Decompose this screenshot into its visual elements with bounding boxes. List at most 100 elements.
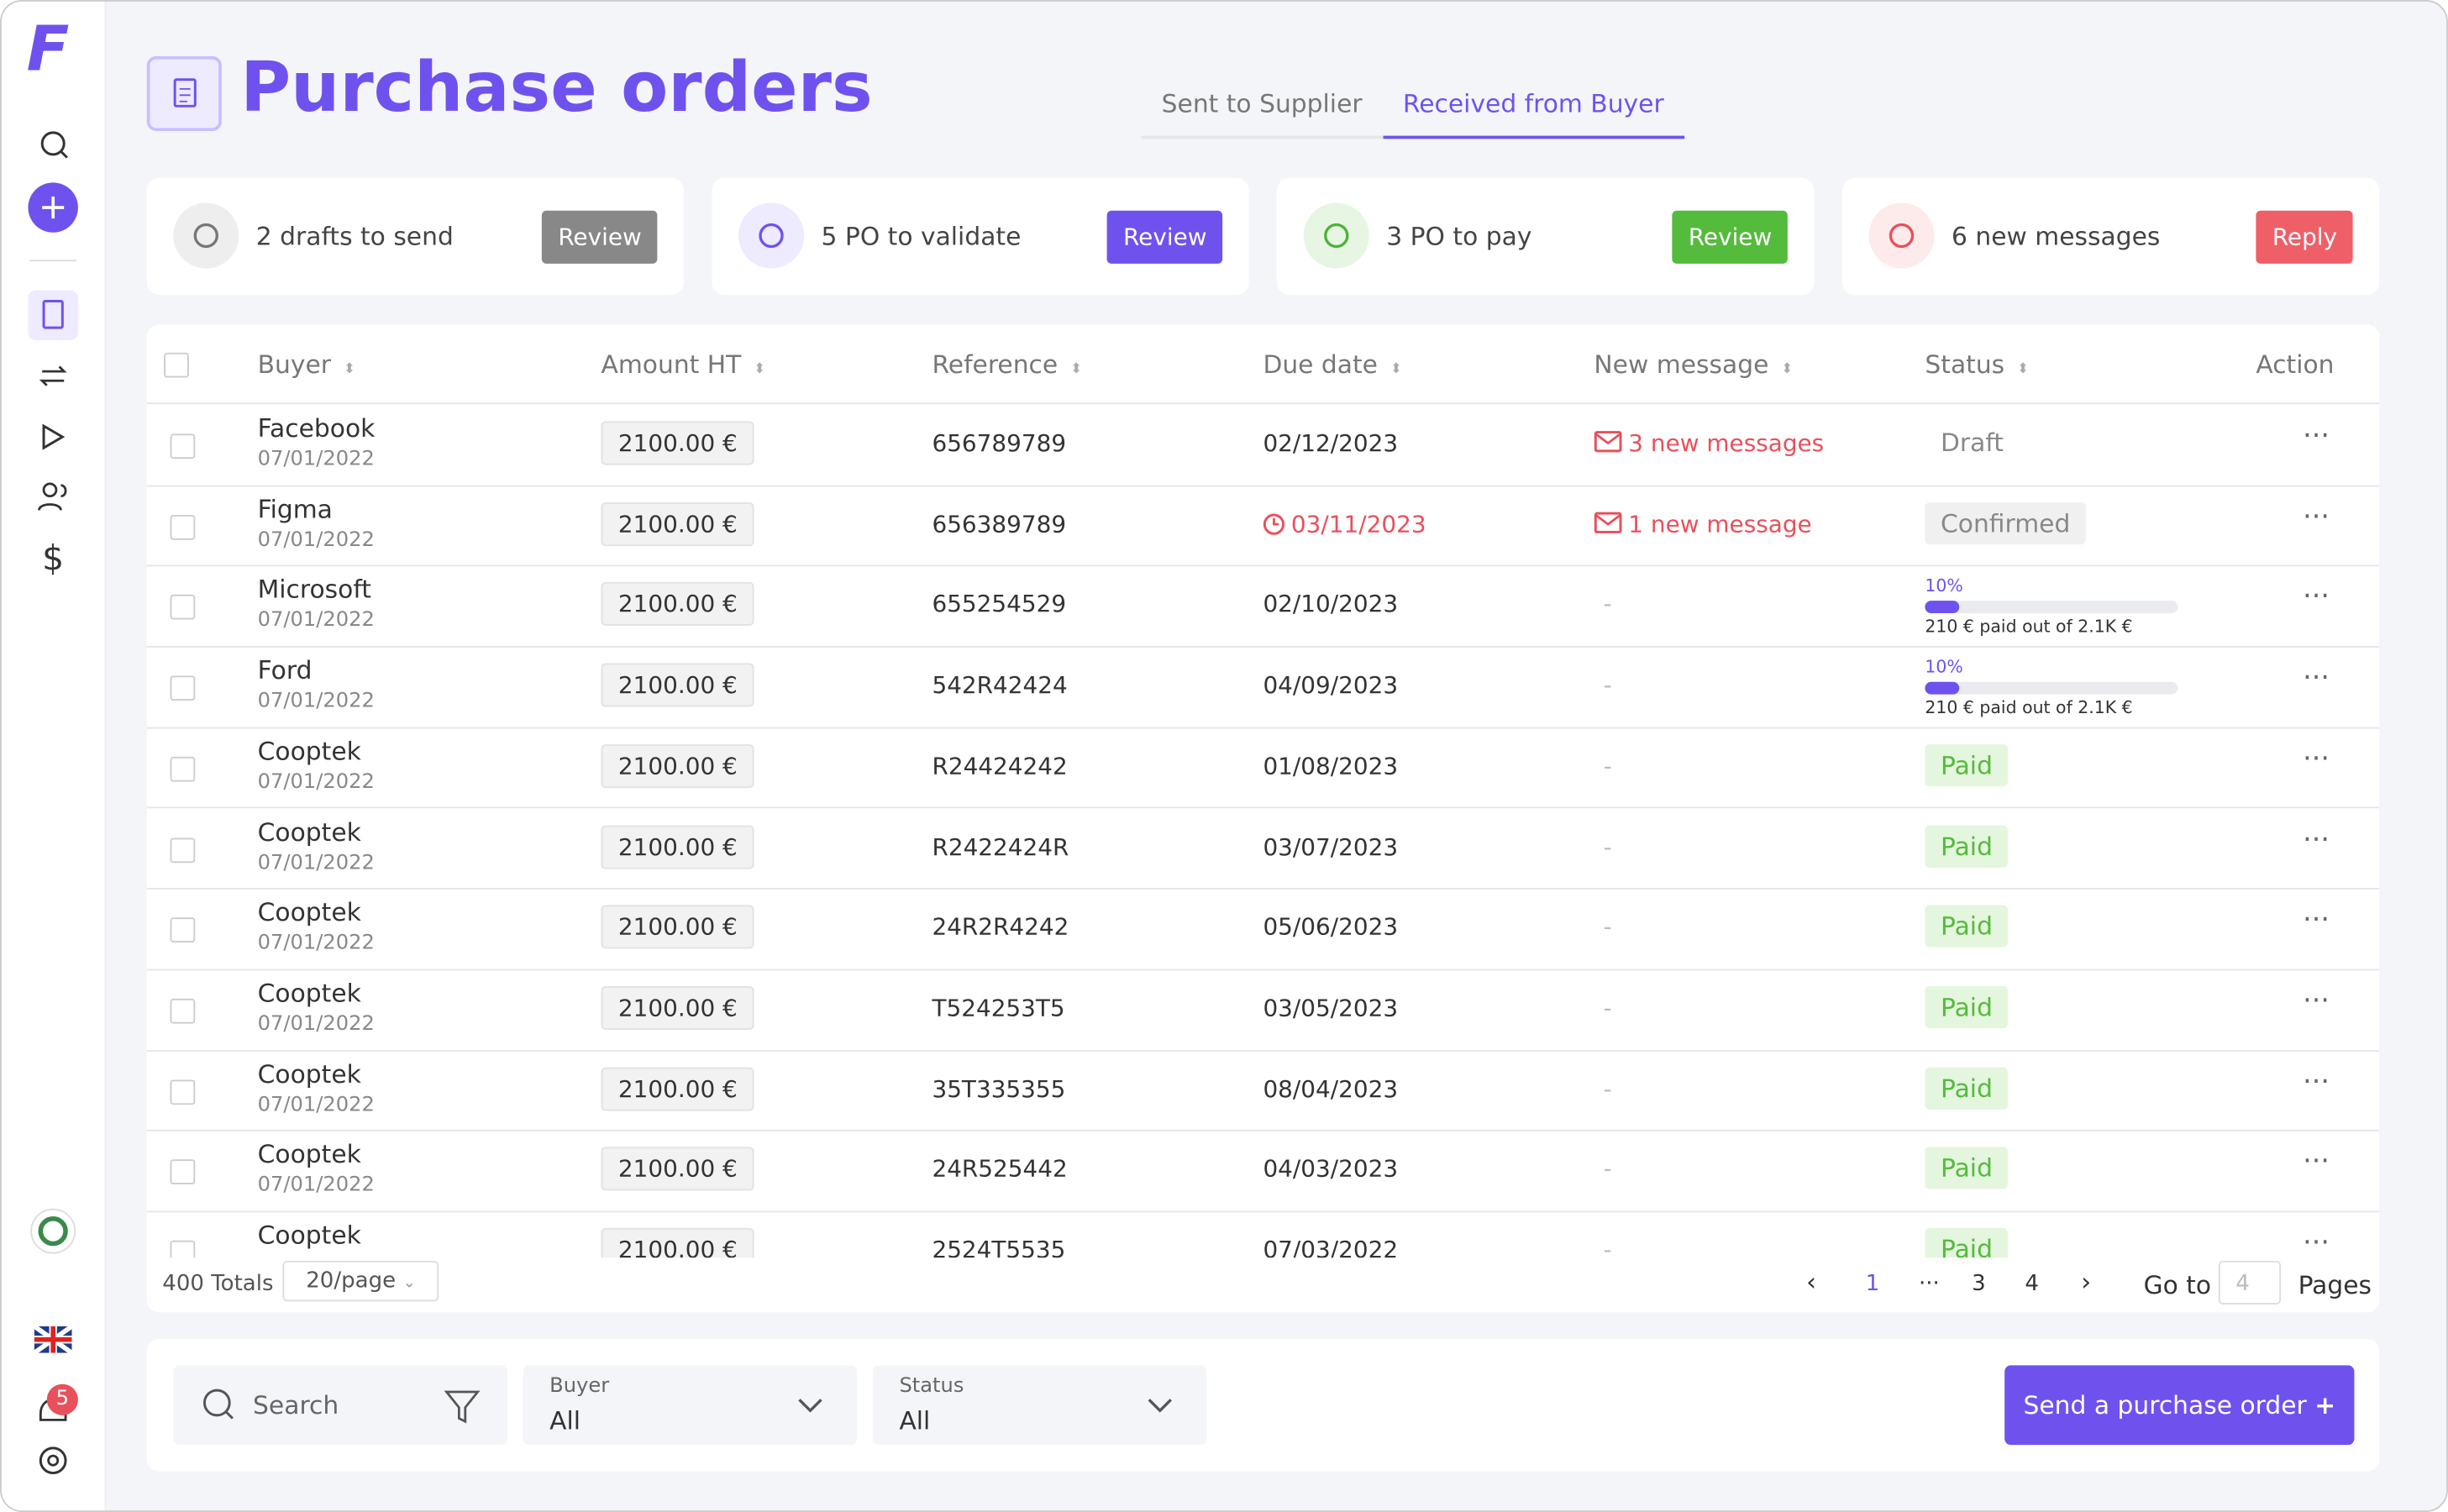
- page-title: Purchase orders: [240, 48, 873, 129]
- progress-track: [1925, 601, 2178, 614]
- page-number[interactable]: 1: [1865, 1271, 1880, 1297]
- tab[interactable]: Received from Buyer: [1382, 76, 1684, 139]
- card-button[interactable]: Reply: [2256, 210, 2353, 264]
- summary-card: 3 PO to pay Review: [1277, 177, 1815, 296]
- checkbox[interactable]: [170, 675, 196, 701]
- notification-badge: 5: [46, 1383, 78, 1415]
- checkbox[interactable]: [170, 1079, 196, 1105]
- table-row: Cooptek 07/01/2022 2100.00 € T524253T5 03/05…: [146, 969, 2380, 1052]
- table-row: Cooptek 07/01/2022 2100.00 € R24424242 01/08…: [146, 727, 2380, 810]
- card-button[interactable]: Review: [542, 210, 658, 264]
- page-number[interactable]: 4: [2025, 1271, 2039, 1297]
- new-message: -: [1603, 994, 1612, 1022]
- action-menu[interactable]: ···: [2303, 742, 2330, 775]
- action-menu[interactable]: ···: [2303, 903, 2330, 937]
- table-row: Cooptek 07/01/2022 2100.00 € R2422424R 03/07…: [146, 807, 2380, 890]
- new-message: -: [1603, 751, 1612, 780]
- filter-value: All: [549, 1405, 581, 1436]
- table-row: Microsoft 07/01/2022 2100.00 € 655254529 02/…: [146, 565, 2380, 648]
- card-icon: [1868, 202, 1935, 269]
- progress-fill: [1925, 681, 1960, 695]
- progress-caption: 210 € paid out of 2.1K €: [1925, 617, 2133, 638]
- due-date: 03/05/2023: [1263, 994, 1399, 1022]
- send-purchase-order[interactable]: Send a purchase order +: [2004, 1365, 2355, 1446]
- prev-page[interactable]: ‹: [1806, 1267, 1817, 1297]
- checkbox[interactable]: [170, 756, 196, 782]
- column-header[interactable]: Due date ⬍: [1263, 349, 1402, 380]
- search-box[interactable]: Search: [173, 1365, 507, 1446]
- buyer-name: Microsoft: [257, 575, 371, 605]
- checkbox[interactable]: [170, 1240, 196, 1258]
- buyer-date: 07/01/2022: [257, 690, 375, 714]
- due-date: 02/12/2023: [1263, 428, 1399, 458]
- column-header[interactable]: Status ⬍: [1925, 349, 2030, 380]
- card-icon: [173, 202, 239, 269]
- action-menu[interactable]: ···: [2303, 580, 2330, 614]
- table-card: Buyer ⬍ Amount HT ⬍ Reference ⬍ Due date ⬍ New m…: [146, 324, 2380, 1313]
- card-text: 3 PO to pay: [1386, 221, 1532, 252]
- due-date: 07/03/2022: [1263, 1236, 1399, 1258]
- action-menu[interactable]: ···: [2303, 500, 2330, 533]
- amount: 2100.00 €: [601, 743, 755, 788]
- column-header[interactable]: Reference ⬍: [932, 349, 1083, 380]
- action-menu[interactable]: ···: [2303, 1226, 2330, 1258]
- new-message[interactable]: 1 new message: [1594, 510, 1812, 538]
- amount: 2100.00 €: [601, 1227, 755, 1258]
- new-message: -: [1603, 832, 1612, 861]
- column-header[interactable]: Buyer ⬍: [257, 349, 355, 380]
- amount: 2100.00 €: [601, 824, 755, 869]
- nav-bottom: [30, 1208, 76, 1475]
- svg-text:$: $: [42, 538, 64, 578]
- sidebar: F $ 5: [1, 1, 107, 1511]
- amount: 2100.00 €: [601, 985, 755, 1030]
- card-icon: [738, 202, 805, 269]
- checkbox[interactable]: [170, 917, 196, 943]
- checkbox[interactable]: [164, 352, 189, 378]
- amount: 2100.00 €: [601, 1147, 755, 1191]
- action-menu[interactable]: ···: [2303, 1064, 2330, 1098]
- action-menu[interactable]: ···: [2303, 661, 2330, 695]
- filter-dropdown[interactable]: Buyer All: [523, 1365, 858, 1446]
- page-number[interactable]: 3: [1972, 1271, 1986, 1297]
- table-row: Facebook 07/01/2022 2100.00 € 656789789 02/1…: [146, 404, 2380, 486]
- logo: F: [26, 13, 70, 87]
- page-number[interactable]: ···: [1918, 1271, 1940, 1297]
- column-header[interactable]: Amount HT ⬍: [601, 349, 766, 380]
- pages-label: Pages: [2298, 1270, 2372, 1300]
- amount: 2100.00 €: [601, 1066, 755, 1110]
- buyer-name: Cooptek: [257, 1139, 361, 1169]
- status: Paid: [1925, 824, 2009, 867]
- tab[interactable]: Sent to Supplier: [1161, 88, 1363, 119]
- amount: 2100.00 €: [601, 582, 755, 627]
- reference: 35T335355: [932, 1074, 1066, 1103]
- action-menu[interactable]: ···: [2303, 822, 2330, 856]
- card-button[interactable]: Review: [1107, 210, 1223, 264]
- checkbox[interactable]: [170, 1159, 196, 1185]
- buyer-date: 07/01/2022: [257, 609, 375, 633]
- action-menu[interactable]: ···: [2303, 984, 2330, 1017]
- checkbox[interactable]: [170, 837, 196, 863]
- filter-dropdown[interactable]: Status All: [872, 1365, 1207, 1446]
- new-message: -: [1603, 1155, 1612, 1184]
- column-header[interactable]: New message ⬍: [1594, 349, 1794, 380]
- reference: 2524T5535: [932, 1236, 1066, 1258]
- due-date: 01/08/2023: [1263, 751, 1399, 780]
- status: Paid: [1925, 905, 2009, 948]
- next-page[interactable]: ›: [2081, 1267, 2092, 1297]
- goto-input[interactable]: 4: [2218, 1260, 2282, 1305]
- checkbox[interactable]: [170, 998, 196, 1024]
- checkbox[interactable]: [170, 514, 196, 540]
- action-menu[interactable]: ···: [2303, 419, 2330, 453]
- amount: 2100.00 €: [601, 421, 755, 465]
- new-message[interactable]: 3 new messages: [1594, 429, 1824, 457]
- due-date: 08/04/2023: [1263, 1074, 1399, 1103]
- page-size[interactable]: 20/page ⌄: [282, 1260, 439, 1302]
- progress-caption: 210 € paid out of 2.1K €: [1925, 697, 2133, 718]
- action-menu[interactable]: ···: [2303, 1146, 2330, 1179]
- checkbox[interactable]: [170, 433, 196, 459]
- table-row: Cooptek 07/01/2022 2100.00 € 24R2R4242 05/06…: [146, 888, 2380, 971]
- total: 400 Totals: [162, 1271, 274, 1297]
- card-button[interactable]: Review: [1673, 210, 1788, 264]
- reference: R24424242: [932, 751, 1068, 780]
- checkbox[interactable]: [170, 595, 196, 621]
